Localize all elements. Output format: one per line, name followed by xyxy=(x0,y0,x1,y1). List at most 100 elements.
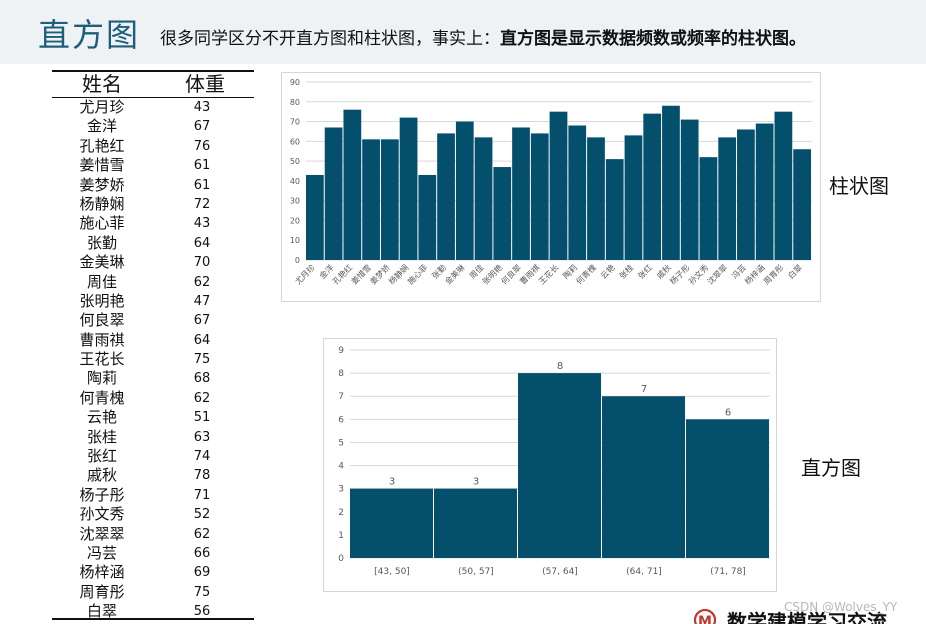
table-cell-name: 孙文秀 xyxy=(79,505,125,524)
table-row: 尤月珍 43 xyxy=(52,98,254,117)
bar xyxy=(624,135,643,260)
logo-letter: M xyxy=(698,614,712,624)
x-tick-label: 张桂 xyxy=(617,262,635,280)
table-cell-weight: 74 xyxy=(193,449,211,465)
table-row: 曹雨祺 64 xyxy=(52,331,254,350)
x-tick-label: 何良翠 xyxy=(499,262,523,286)
title-banner: 直方图 很多同学区分不开直方图和柱状图，事实上：直方图是显示数据频数或频率的柱状… xyxy=(0,0,926,64)
data-label: 6 xyxy=(725,407,731,418)
x-tick-label: [43, 50] xyxy=(374,567,410,577)
table-row: 孙文秀 52 xyxy=(52,505,254,524)
table-cell-weight: 52 xyxy=(193,507,211,523)
table-row: 张红 74 xyxy=(52,447,254,466)
table-cell-weight: 62 xyxy=(193,274,211,290)
table-row: 张明艳 47 xyxy=(52,292,254,311)
page-title: 直方图 xyxy=(38,16,141,54)
table-cell-name: 杨子彤 xyxy=(79,485,125,504)
x-tick-label: 金美琳 xyxy=(443,262,467,286)
table-bottom-rule xyxy=(52,618,254,620)
table-row: 戚秋 78 xyxy=(52,466,254,485)
bar xyxy=(306,174,324,260)
table-cell-weight: 64 xyxy=(193,235,211,251)
subtitle-plain: 很多同学区分不开直方图和柱状图，事实上： xyxy=(160,29,500,49)
table-cell-weight: 56 xyxy=(193,604,211,620)
histogram-bar xyxy=(434,488,517,558)
table-row: 王花长 75 xyxy=(52,350,254,369)
table-cell-weight: 47 xyxy=(193,293,211,309)
bar xyxy=(437,133,455,260)
table-cell-weight: 43 xyxy=(193,216,211,232)
data-label: 8 xyxy=(557,361,563,372)
table-cell-name: 张勤 xyxy=(86,233,117,252)
table-cell-weight: 66 xyxy=(193,545,211,561)
bar xyxy=(587,137,605,260)
subtitle-bold: 直方图是显示数据频数或频率的柱状图。 xyxy=(500,29,806,49)
x-tick-label: 云艳 xyxy=(598,262,616,280)
bar xyxy=(755,123,774,261)
bar xyxy=(568,125,587,260)
bar xyxy=(493,167,512,260)
bar xyxy=(549,111,568,260)
y-tick-label: 4 xyxy=(338,462,344,472)
table-cell-weight: 78 xyxy=(193,468,211,484)
x-tick-label: 张红 xyxy=(636,262,654,280)
table-cell-name: 姜梦娇 xyxy=(79,175,125,194)
table-header-rule xyxy=(52,97,254,98)
bar xyxy=(362,139,380,260)
table-cell-name: 金洋 xyxy=(86,117,117,136)
x-tick-label: 尤月珍 xyxy=(293,262,317,286)
table-row: 施心菲 43 xyxy=(52,214,254,233)
table-cell-weight: 76 xyxy=(193,138,211,154)
bar xyxy=(399,117,418,260)
y-tick-label: 40 xyxy=(290,177,300,186)
y-tick-label: 0 xyxy=(295,256,300,265)
table-cell-name: 沈翠翠 xyxy=(79,524,125,543)
y-tick-label: 7 xyxy=(338,392,344,402)
table-cell-weight: 70 xyxy=(193,255,211,271)
bar xyxy=(380,139,399,260)
y-tick-label: 10 xyxy=(290,236,300,245)
table-row: 陶莉 68 xyxy=(52,369,254,388)
table-cell-weight: 61 xyxy=(193,158,211,174)
data-label: 3 xyxy=(473,477,479,488)
logo-icon: M xyxy=(693,608,717,624)
table-cell-weight: 72 xyxy=(193,196,211,212)
table-cell-weight: 67 xyxy=(193,119,211,135)
table-cell-name: 陶莉 xyxy=(86,369,117,388)
table-header-weight: 体重 xyxy=(185,72,225,96)
table-row: 杨子彤 71 xyxy=(52,486,254,505)
y-tick-label: 6 xyxy=(338,415,344,425)
bar xyxy=(718,137,737,260)
table-cell-name: 冯芸 xyxy=(86,543,117,562)
y-tick-label: 20 xyxy=(290,216,300,225)
x-tick-label: 周育彤 xyxy=(761,262,785,286)
x-tick-label: (57, 64] xyxy=(542,567,578,577)
table-cell-weight: 69 xyxy=(193,565,211,581)
table-row: 云艳 51 xyxy=(52,408,254,427)
table-row: 张勤 64 xyxy=(52,234,254,253)
bar xyxy=(643,113,662,260)
logo-text: 数学建模学习交流 xyxy=(727,610,887,624)
y-tick-label: 50 xyxy=(290,157,300,166)
table-row: 何青槐 62 xyxy=(52,389,254,408)
table-cell-name: 杨静娴 xyxy=(79,194,125,213)
table-cell-weight: 75 xyxy=(193,352,211,368)
y-tick-label: 30 xyxy=(290,197,300,206)
bar xyxy=(793,149,811,260)
histogram-chart: 0 1 2 3 4 5 6 7 8 9 3 [43, 50] 3 (50, 57] 8 (57, 64] 7 (6… xyxy=(323,338,777,592)
table-row: 周育彤 75 xyxy=(52,583,254,602)
y-tick-label: 8 xyxy=(338,369,344,379)
x-tick-label: 孔艳红 xyxy=(330,262,354,286)
y-tick-label: 2 xyxy=(338,508,344,518)
table-cell-weight: 61 xyxy=(193,177,211,193)
bar xyxy=(512,127,530,260)
bar xyxy=(418,174,437,260)
table-cell-name: 云艳 xyxy=(86,408,117,427)
table-cell-name: 周育彤 xyxy=(79,582,125,601)
table-row: 杨梓涵 69 xyxy=(52,563,254,582)
table-header-name: 姓名 xyxy=(82,72,122,96)
x-tick-label: 孙文秀 xyxy=(686,262,710,286)
x-tick-label: (64, 71] xyxy=(626,567,662,577)
y-tick-label: 60 xyxy=(290,137,300,146)
table-row: 何良翠 67 xyxy=(52,311,254,330)
